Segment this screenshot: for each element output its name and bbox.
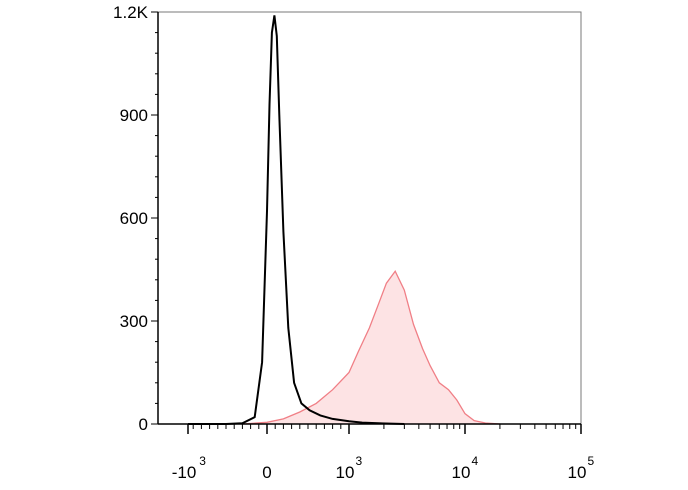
series-layer: [188, 15, 500, 425]
sample-histogram-fill: [242, 271, 500, 424]
sample-histogram-line: [242, 269, 500, 425]
y-tick-label: 1.2K: [113, 3, 149, 22]
y-tick-label: 0: [139, 415, 148, 434]
y-tick-label: 600: [120, 209, 148, 228]
x-tick-label: 10: [568, 463, 587, 482]
y-tick-label: 900: [120, 106, 148, 125]
control-histogram-line: [188, 15, 405, 425]
y-axis: 0 300 600 900 1.2K: [113, 3, 159, 434]
x-tick-exponent: 5: [588, 454, 595, 468]
x-tick-label: -10: [172, 463, 197, 482]
x-tick-label: 10: [452, 463, 471, 482]
x-tick-exponent: 4: [472, 454, 479, 468]
y-tick-label: 300: [120, 312, 148, 331]
x-tick-label: 0: [262, 463, 271, 482]
x-tick-exponent: 3: [356, 454, 363, 468]
x-tick-exponent: 3: [199, 454, 206, 468]
x-tick-label: 10: [336, 463, 355, 482]
